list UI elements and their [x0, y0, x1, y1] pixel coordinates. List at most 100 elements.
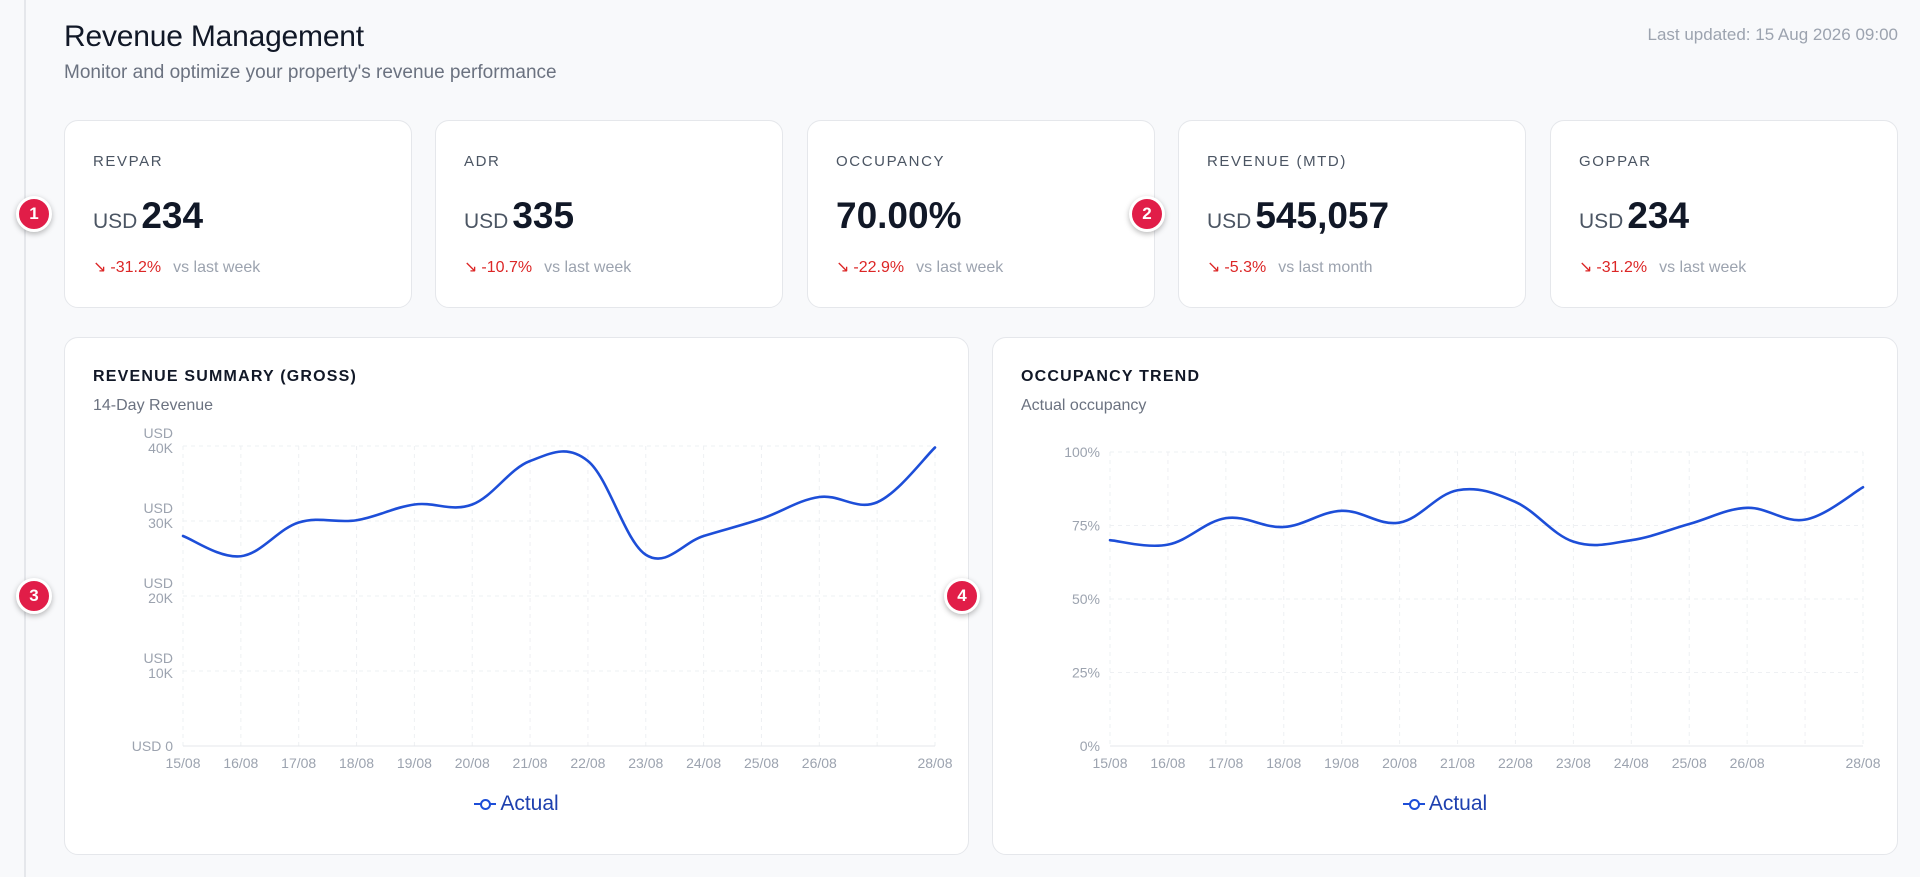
kpi-label: OCCUPANCY [836, 153, 946, 170]
kpi-currency: USD [1579, 210, 1624, 233]
kpi-delta-row: ↘ -5.3% vs last month [1207, 257, 1372, 277]
kpi-delta-row: ↘ -31.2% vs last week [93, 257, 260, 277]
y-tick-label: 10K [148, 665, 174, 681]
series-line-actual [181, 446, 937, 560]
kpi-compare: vs last month [1278, 259, 1373, 276]
page-subtitle: Monitor and optimize your property's rev… [64, 62, 557, 83]
kpi-value: 234 [1627, 195, 1690, 236]
x-tick-label: 23/08 [1556, 755, 1591, 771]
y-tick-label: 75% [1072, 518, 1100, 534]
annotation-marker-4: 4 [944, 578, 980, 614]
kpi-card-adr[interactable]: ADR USD 335 ↘ -10.7% vs last week [435, 120, 783, 308]
x-tick-label: 18/08 [339, 755, 374, 771]
y-tick-label: USD [143, 650, 173, 666]
x-tick-label: 20/08 [1382, 755, 1417, 771]
kpi-compare: vs last week [1659, 259, 1747, 276]
x-tick-label: 16/08 [1150, 755, 1185, 771]
kpi-currency: USD [1207, 210, 1252, 233]
x-tick-label: 21/08 [513, 755, 548, 771]
occupancy-line-chart: 0% 25% 50% 75% 100% 15/08 16/08 17/08 18/08 19/08… [1064, 444, 1881, 771]
kpi-label: ADR [464, 153, 501, 170]
x-tick-label: 26/08 [802, 755, 837, 771]
x-tick-label: 24/08 [686, 755, 721, 771]
legend-label: Actual [1428, 792, 1488, 815]
kpi-card-revenue-mtd[interactable]: REVENUE (MTD) USD 545,057 ↘ -5.3% vs last m… [1178, 120, 1526, 308]
x-tick-label: 17/08 [1208, 755, 1243, 771]
kpi-card-revpar[interactable]: REVPAR USD 234 ↘ -31.2% vs last week [64, 120, 412, 308]
y-tick-label: 50% [1072, 591, 1100, 607]
x-tick-label: 18/08 [1266, 755, 1301, 771]
y-tick-label: USD [143, 425, 173, 441]
kpi-label: REVENUE (MTD) [1207, 153, 1347, 170]
x-tick-label: 20/08 [455, 755, 490, 771]
series-line-actual [1108, 485, 1865, 548]
kpi-compare: vs last week [173, 259, 261, 276]
x-tick-label: 25/08 [1672, 755, 1707, 771]
y-tick-label: USD [143, 500, 173, 516]
kpi-delta: -31.2% [110, 259, 162, 276]
kpi-delta: -22.9% [853, 259, 905, 276]
y-tick-label: USD [143, 575, 173, 591]
kpi-delta-row: ↘ -22.9% vs last week [836, 257, 1003, 277]
x-tick-label: 22/08 [1498, 755, 1533, 771]
last-updated-timestamp: Last updated: 15 Aug 2026 09:00 [1647, 25, 1898, 44]
kpi-value: 545,057 [1255, 195, 1390, 236]
y-tick-label: 30K [148, 515, 174, 531]
kpi-currency: USD [93, 210, 138, 233]
x-tick-label: 25/08 [744, 755, 779, 771]
chart-title: REVENUE SUMMARY (GROSS) [93, 368, 358, 385]
y-tick-label: USD 0 [132, 738, 173, 754]
kpi-value-row: USD 234 [1579, 195, 1689, 237]
page-title: Revenue Management [64, 20, 364, 53]
trend-down-icon: ↘ [1579, 259, 1593, 276]
kpi-delta: -5.3% [1224, 259, 1267, 276]
legend-line-marker-icon [474, 797, 497, 811]
kpi-value: 335 [512, 195, 575, 236]
kpi-delta-row: ↘ -10.7% vs last week [464, 257, 631, 277]
x-tick-label: 19/08 [1324, 755, 1359, 771]
legend-label: Actual [500, 792, 559, 815]
kpi-value-row: USD 545,057 [1207, 195, 1389, 237]
x-tick-label: 21/08 [1440, 755, 1475, 771]
y-tick-label: 25% [1072, 665, 1100, 681]
kpi-value-row: USD 234 [93, 195, 203, 237]
trend-down-icon: ↘ [1207, 259, 1221, 276]
legend-line-marker-icon [1402, 797, 1425, 811]
kpi-label: REVPAR [93, 153, 164, 170]
kpi-card-goppar[interactable]: GOPPAR USD 234 ↘ -31.2% vs last week [1550, 120, 1898, 308]
x-tick-label: 24/08 [1614, 755, 1649, 771]
left-rail [0, 0, 26, 877]
x-tick-label: 16/08 [223, 755, 258, 771]
y-tick-label: 20K [148, 590, 174, 606]
chart-subtitle: 14-Day Revenue [93, 397, 214, 414]
x-tick-label: 28/08 [917, 755, 952, 771]
revenue-dashboard: Revenue Management Monitor and optimize … [64, 0, 1898, 877]
x-tick-label: 17/08 [281, 755, 316, 771]
trend-down-icon: ↘ [836, 259, 850, 276]
kpi-delta: -31.2% [1596, 259, 1648, 276]
x-tick-label: 28/08 [1845, 755, 1880, 771]
kpi-card-occupancy[interactable]: OCCUPANCY 70.00% ↘ -22.9% vs last week [807, 120, 1155, 308]
kpi-compare: vs last week [544, 259, 632, 276]
y-tick-label: 40K [148, 440, 174, 456]
kpi-currency: USD [464, 210, 509, 233]
trend-down-icon: ↘ [93, 259, 107, 276]
kpi-delta-row: ↘ -31.2% vs last week [1579, 257, 1746, 277]
x-tick-label: 15/08 [1092, 755, 1127, 771]
kpi-value-row: USD 335 [464, 195, 574, 237]
revenue-summary-card: REVENUE SUMMARY (GROSS) 14-Day Revenue U… [64, 337, 969, 855]
x-tick-label: 15/08 [165, 755, 200, 771]
x-tick-label: 19/08 [397, 755, 432, 771]
kpi-value-row: 70.00% [836, 195, 962, 237]
y-tick-label: 100% [1064, 444, 1100, 460]
chart-legend[interactable]: Actual [65, 792, 968, 816]
chart-legend[interactable]: Actual [993, 792, 1897, 816]
x-tick-label: 26/08 [1730, 755, 1765, 771]
trend-down-icon: ↘ [464, 259, 478, 276]
x-tick-label: 23/08 [628, 755, 663, 771]
chart-subtitle: Actual occupancy [1021, 397, 1147, 414]
annotation-marker-2: 2 [1129, 196, 1165, 232]
occupancy-trend-card: OCCUPANCY TREND Actual occupancy 0% 25% 50… [992, 337, 1898, 855]
kpi-value: 234 [141, 195, 204, 236]
